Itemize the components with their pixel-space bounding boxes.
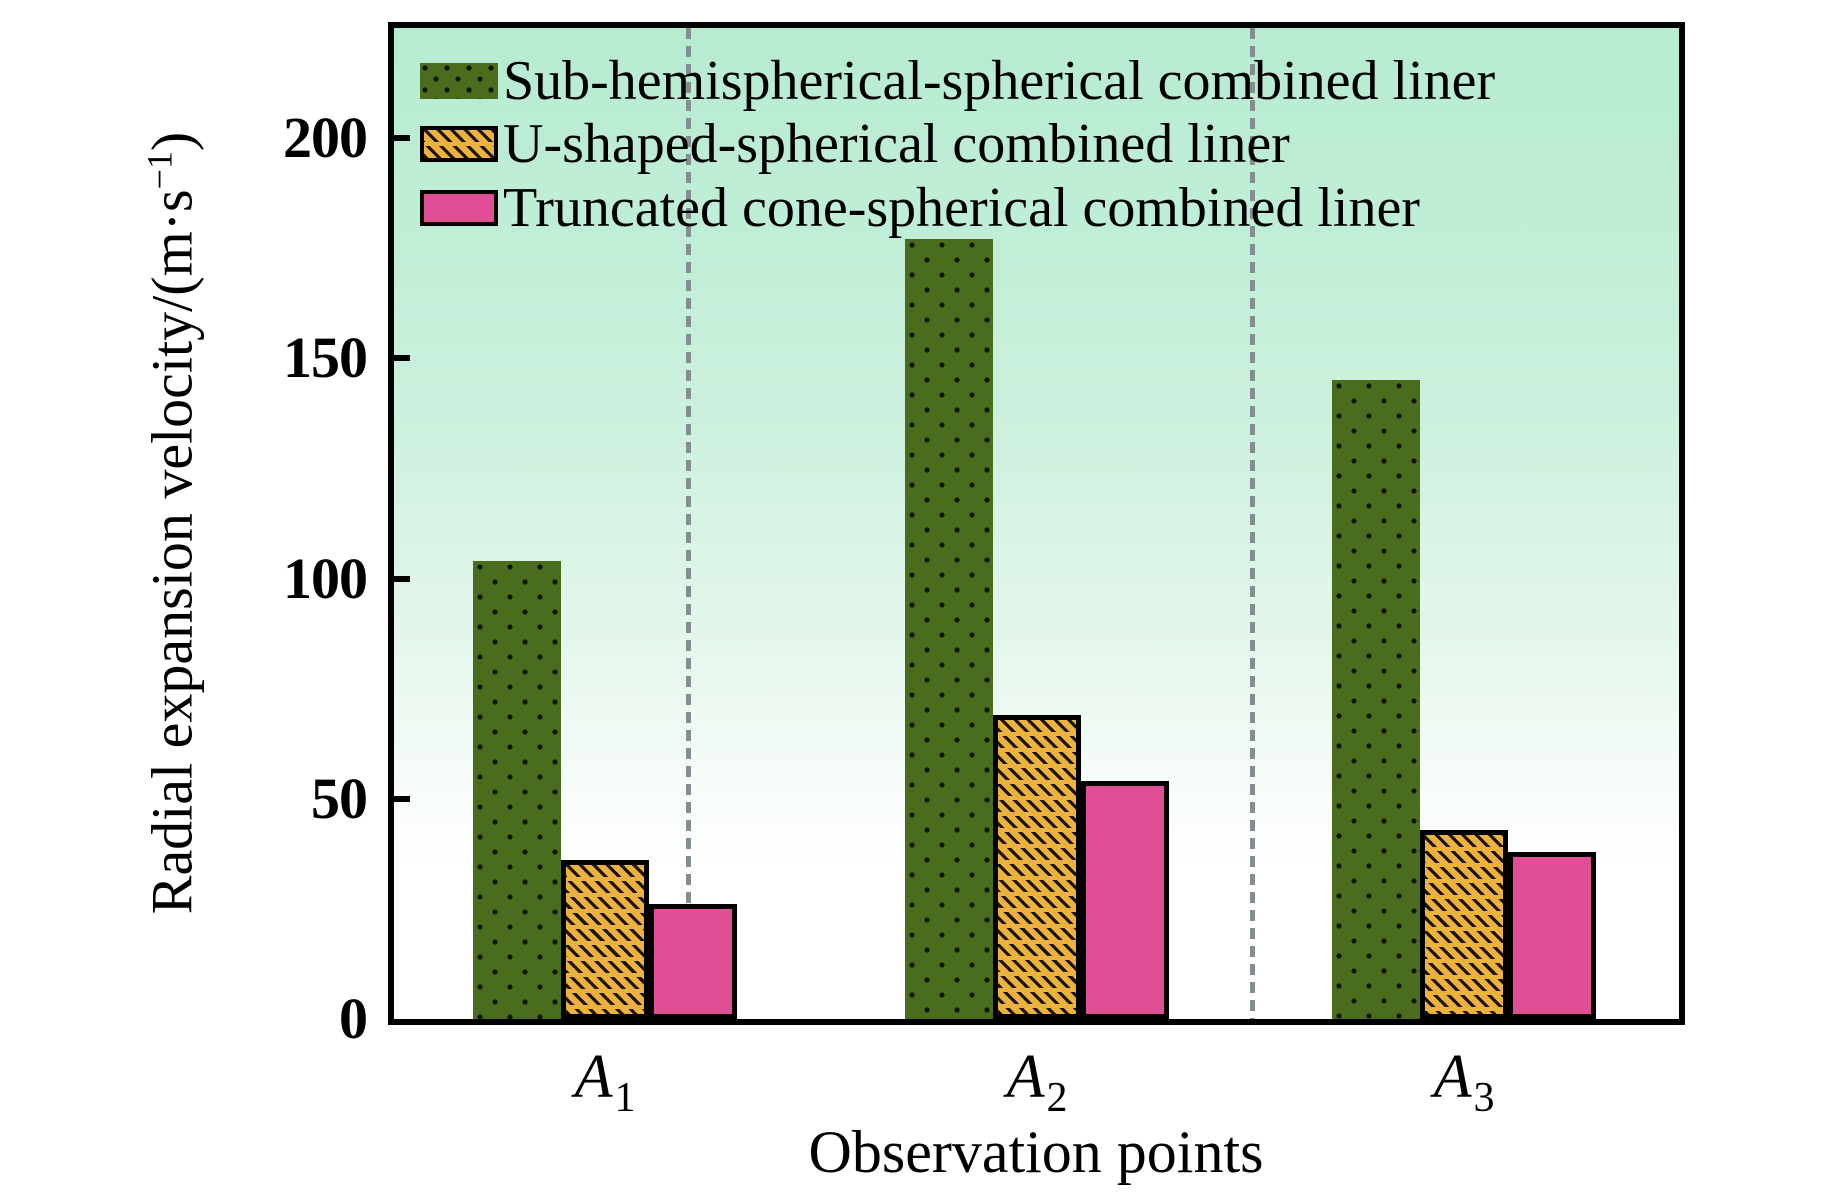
x-category-label-A2: A2 — [1006, 1043, 1068, 1121]
bar-A1-series3 — [649, 904, 737, 1019]
bar-A3-series2 — [1420, 830, 1508, 1019]
legend-swatch-orange-hatched — [420, 126, 498, 162]
legend-swatch-green-dotted — [420, 63, 498, 99]
y-axis-title-text: Radial expansion velocity/(m·s — [139, 189, 205, 915]
bar-A2-series3 — [1081, 781, 1169, 1019]
y-tick-label-0: 0 — [339, 986, 368, 1051]
legend-item-2: U-shaped-spherical combined liner — [420, 112, 1290, 176]
x-category-label-A3: A3 — [1433, 1043, 1495, 1121]
y-axis-title: Radial expansion velocity/(m·s−1) — [138, 132, 205, 914]
bar-A1-series1 — [473, 561, 561, 1019]
y-tick-label-150: 150 — [283, 325, 368, 390]
bar-A2-series1 — [905, 239, 993, 1019]
bar-A1-series2 — [561, 860, 649, 1019]
y-tick-label-200: 200 — [283, 105, 368, 170]
y-axis-title-close: ) — [139, 131, 205, 152]
x-category-label-A1: A1 — [574, 1043, 636, 1121]
y-tick-100 — [394, 576, 410, 582]
legend-swatch-pink-solid — [420, 190, 498, 226]
legend-label: Sub-hemispherical-spherical combined lin… — [503, 50, 1496, 112]
legend-item-3: Truncated cone-spherical combined liner — [420, 176, 1420, 240]
y-tick-200 — [394, 135, 410, 141]
legend-label: Truncated cone-spherical combined liner — [503, 177, 1420, 239]
legend-label: U-shaped-spherical combined liner — [503, 113, 1290, 175]
y-tick-50 — [394, 796, 410, 802]
bar-A3-series1 — [1332, 380, 1420, 1019]
bar-A3-series3 — [1508, 852, 1596, 1019]
x-axis-title: Observation points — [808, 1119, 1264, 1185]
y-tick-150 — [394, 355, 410, 361]
y-tick-label-50: 50 — [311, 766, 368, 831]
legend-item-1: Sub-hemispherical-spherical combined lin… — [420, 49, 1495, 113]
bar-A2-series2 — [993, 715, 1081, 1019]
dashed-separator-2 — [1250, 28, 1255, 1019]
dashed-separator-1 — [686, 28, 691, 1019]
y-axis-title-superscript: −1 — [139, 151, 180, 190]
y-tick-label-100: 100 — [283, 546, 368, 611]
